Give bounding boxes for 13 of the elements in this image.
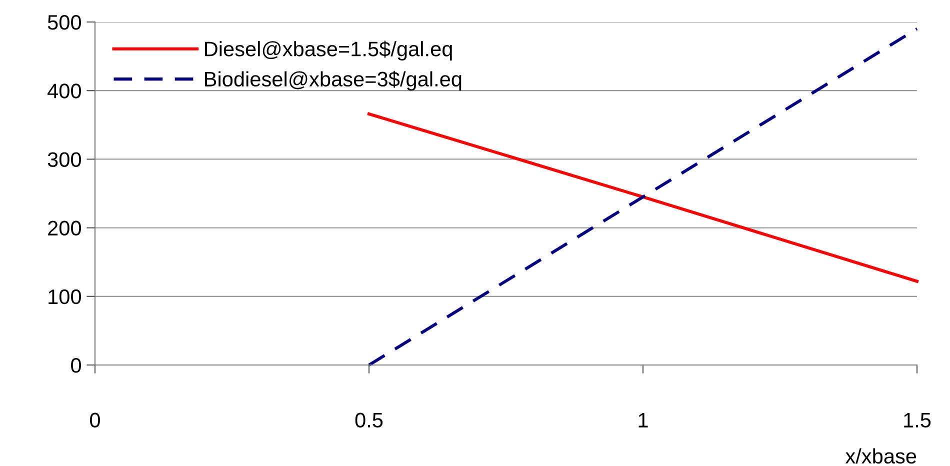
y-tick-label: 300 bbox=[48, 152, 81, 167]
x-tick-label: 0.5 bbox=[355, 412, 383, 428]
legend-label: Biodiesel@xbase=3$/gal.eq bbox=[205, 70, 462, 91]
x-tick-label: 1.5 bbox=[904, 412, 931, 428]
x-axis-title: x/xbase bbox=[845, 448, 916, 464]
y-tick-label: 100 bbox=[48, 289, 81, 304]
y-tick-label: 0 bbox=[71, 358, 81, 373]
y-tick-label: 400 bbox=[48, 84, 81, 98]
y-tick-label: 500 bbox=[48, 15, 81, 30]
y-tick-label: 200 bbox=[48, 220, 81, 236]
x-tick-label: 0 bbox=[90, 412, 100, 428]
legend-label: Diesel@xbase=1.5$/gal.eq bbox=[205, 40, 452, 60]
x-tick-label: 1 bbox=[638, 412, 648, 428]
